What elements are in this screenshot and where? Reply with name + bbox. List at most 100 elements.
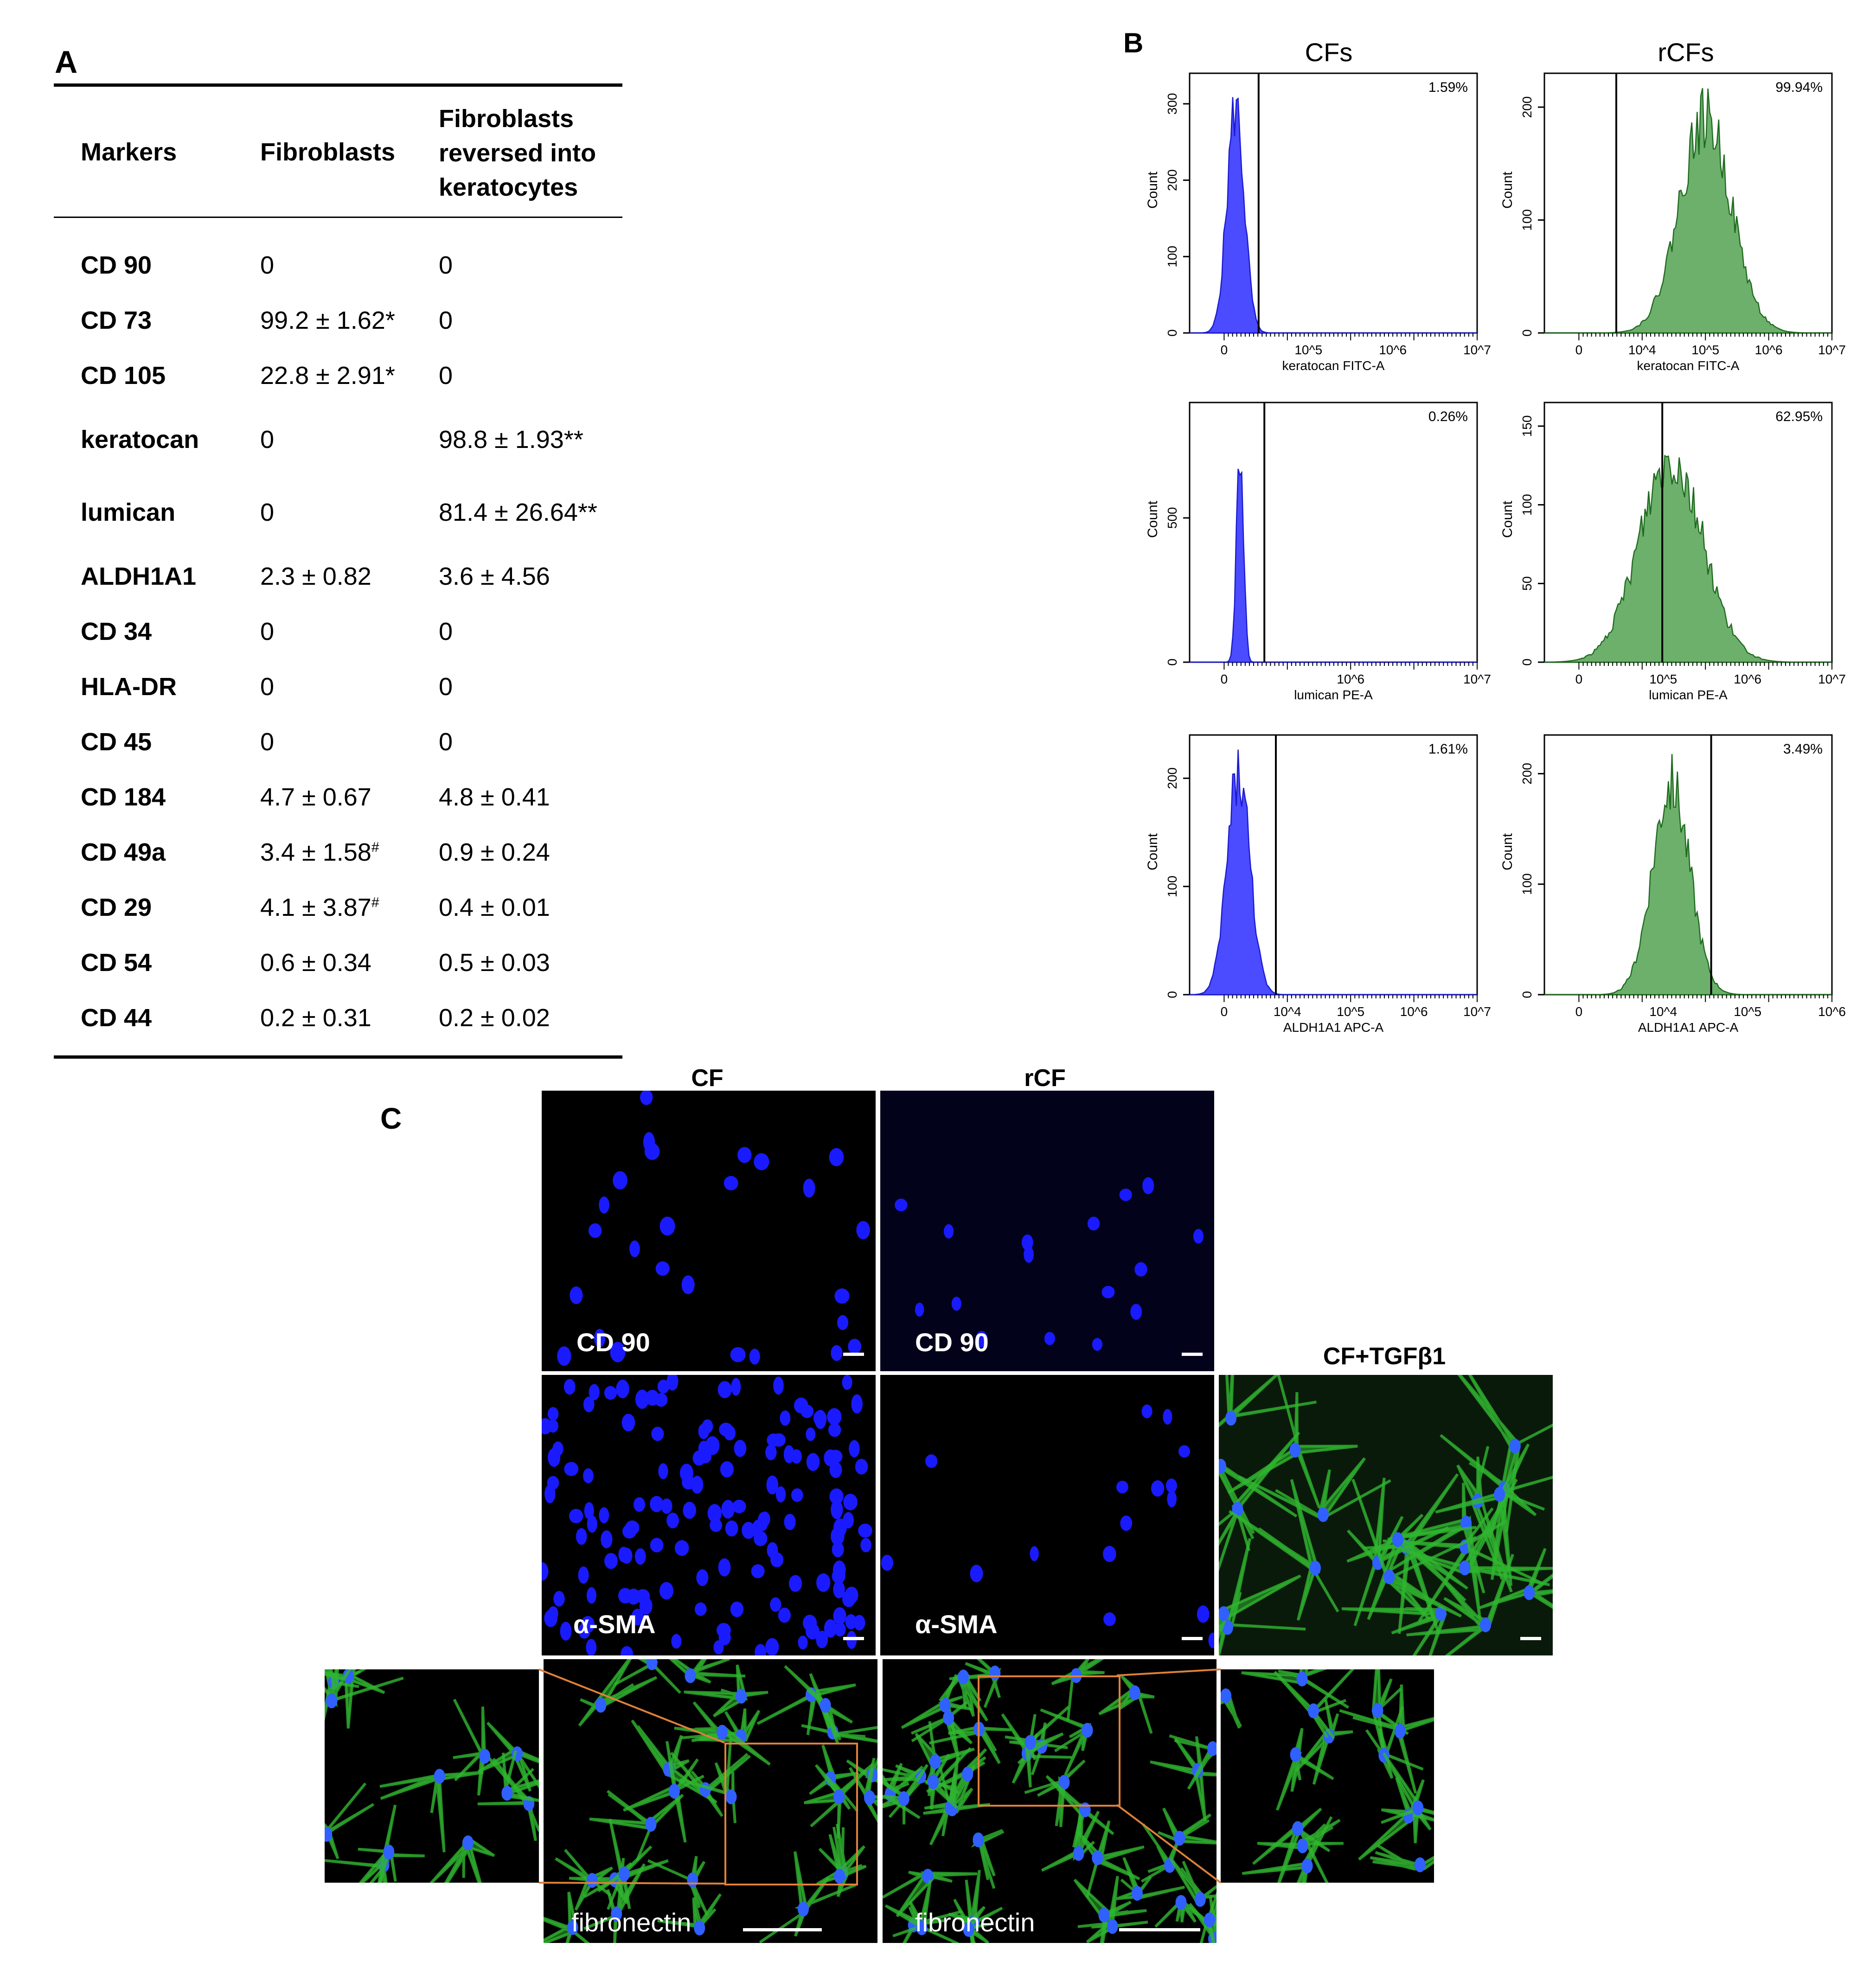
nucleus: [583, 1468, 594, 1483]
nucleus: [725, 1789, 737, 1804]
cell-fibroblasts: 2.3 ± 0.82: [260, 562, 371, 590]
x-tick-label: 10^5: [1294, 343, 1322, 357]
cell-marker: lumican: [81, 498, 176, 526]
gate-percent: 99.94%: [1775, 80, 1823, 95]
nucleus: [1219, 1606, 1229, 1621]
nucleus: [806, 1453, 820, 1471]
cell-reversed: 0: [439, 728, 453, 756]
nucleus: [898, 1791, 909, 1806]
x-axis-label: lumican PE-A: [1294, 688, 1373, 702]
nucleus: [698, 1423, 710, 1439]
nucleus: [1292, 1821, 1304, 1836]
nucleus: [831, 1345, 843, 1361]
zoom-box: [724, 1743, 858, 1885]
cell-fibroblasts: 4.1 ± 3.87#: [260, 893, 379, 921]
table-bottom-rule: [54, 1055, 622, 1059]
nucleus: [731, 1378, 741, 1396]
nucleus: [843, 1494, 858, 1511]
scale-bar: [743, 1928, 822, 1931]
nucleus: [1021, 1234, 1033, 1251]
nucleus: [925, 1454, 938, 1468]
x-tick-label: 10^5: [1734, 1004, 1761, 1019]
nucleus: [773, 1376, 784, 1395]
nucleus: [1232, 1502, 1243, 1517]
column-title-cf: CF: [691, 1065, 724, 1092]
table-row: CD 184 4.7 ± 0.67 4.8 ± 0.41: [54, 769, 622, 824]
nucleus: [685, 1668, 696, 1683]
x-tick-label: 0: [1575, 343, 1583, 357]
header-markers: Markers: [81, 138, 177, 166]
nucleus: [1116, 1481, 1128, 1494]
nucleus: [542, 1562, 549, 1581]
nucleus: [895, 1198, 908, 1212]
nucleus: [766, 1475, 779, 1495]
nucleus: [1225, 1411, 1237, 1426]
nucleus: [970, 1565, 983, 1583]
table-header-rule: [54, 217, 622, 218]
nucleus: [962, 1766, 973, 1782]
label-cd90-cf: CD 90: [576, 1328, 650, 1357]
nucleus: [855, 1458, 868, 1475]
column-title-cfs: CFs: [1305, 38, 1353, 67]
nucleus: [734, 1440, 747, 1457]
nucleus: [643, 1132, 655, 1152]
label-asma-cf: α-SMA: [573, 1610, 656, 1639]
nucleus: [548, 1448, 561, 1467]
nucleus: [831, 1527, 845, 1546]
nucleus: [829, 1488, 844, 1505]
label-fibronectin-cf: fibronectin: [571, 1908, 691, 1937]
cell-body: [325, 1782, 375, 1859]
nucleus: [668, 1783, 680, 1799]
cell-reversed: 4.8 ± 0.41: [439, 783, 550, 811]
nucleus: [725, 1520, 738, 1537]
x-tick-label: 10^6: [1337, 672, 1364, 686]
nucleus: [1372, 1703, 1383, 1718]
x-tick-label: 0: [1575, 1004, 1583, 1019]
nucleus: [586, 1587, 597, 1604]
x-axis-label: ALDH1A1 APC-A: [1638, 1020, 1739, 1035]
y-axis-label: Count: [1500, 171, 1515, 209]
cell-fibroblasts: 99.2 ± 1.62*: [260, 306, 395, 334]
nucleus: [645, 1817, 657, 1832]
nucleus: [1073, 1846, 1084, 1861]
cell-body: [1001, 1713, 1072, 1784]
nucleus: [1383, 1569, 1395, 1585]
nucleus: [939, 1698, 951, 1713]
nucleus: [813, 1410, 827, 1426]
nucleus: [343, 1669, 354, 1684]
table-row: CD 105 22.8 ± 2.91* 0: [54, 348, 622, 403]
nucleus: [752, 1520, 763, 1538]
nucleus: [553, 1591, 565, 1607]
nucleus: [730, 1347, 746, 1362]
nucleus: [1193, 1229, 1204, 1244]
x-axis-label: lumican PE-A: [1649, 688, 1728, 702]
y-tick-label: 200: [1520, 763, 1534, 785]
nucleus: [824, 1619, 837, 1638]
table-row: CD 90 0 0: [54, 237, 622, 293]
histogram-area: [1544, 754, 1832, 996]
nucleus: [1175, 1895, 1187, 1910]
nucleus: [1030, 1546, 1039, 1561]
cell-body: [670, 1751, 751, 1817]
cell-body: [477, 1751, 539, 1841]
nucleus: [1435, 1606, 1447, 1621]
table-top-rule: [54, 83, 622, 87]
nucleus: [645, 1390, 659, 1406]
nucleus: [599, 1196, 609, 1214]
x-tick-label: 10^6: [1379, 343, 1407, 357]
gate-percent: 1.61%: [1428, 741, 1468, 757]
cell-marker: CD 54: [81, 948, 152, 977]
nucleus: [326, 1693, 338, 1708]
nucleus: [1480, 1617, 1492, 1632]
image-asma-cf-tgfb1: [1219, 1375, 1553, 1655]
nucleus: [1024, 1246, 1034, 1263]
y-tick-label: 300: [1165, 93, 1179, 115]
nucleus: [594, 1329, 606, 1348]
table-row: CD 73 99.2 ± 1.62* 0: [54, 293, 622, 348]
cell-fibroblasts: 0.2 ± 0.31: [260, 1003, 371, 1032]
nucleus: [928, 1774, 939, 1789]
table-row: CD 34 0 0: [54, 604, 622, 659]
nucleus: [834, 1869, 845, 1884]
cell-fibroblasts: 22.8 ± 2.91*: [260, 361, 395, 390]
column-title-rcf: rCF: [1024, 1065, 1066, 1092]
